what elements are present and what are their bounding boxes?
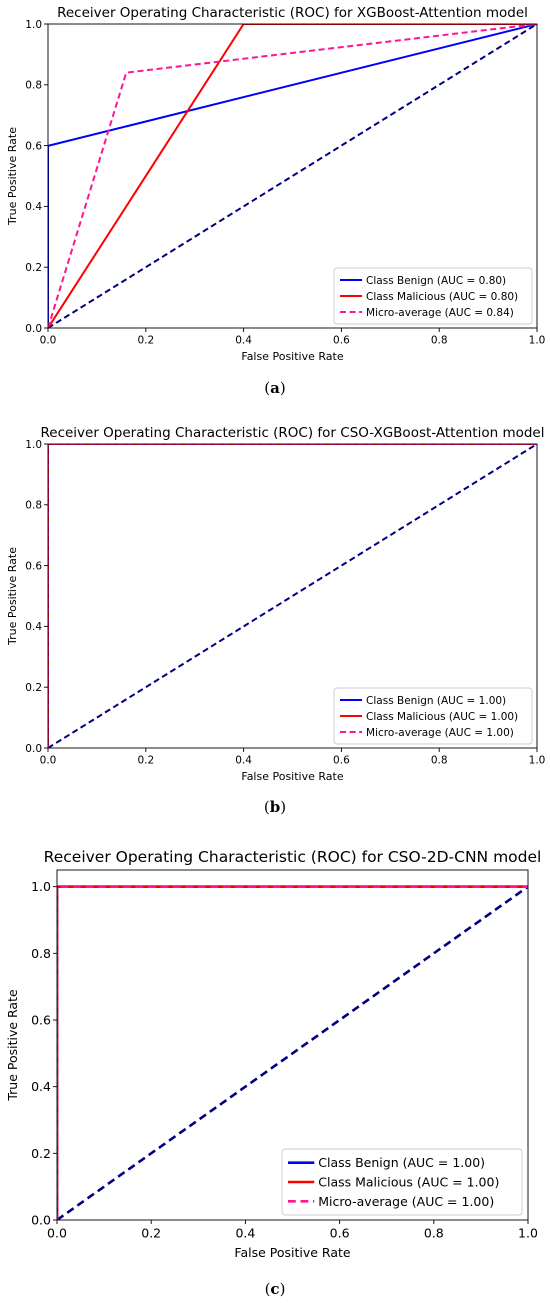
x-axis-label: False Positive Rate	[241, 350, 343, 363]
legend-entry-1: Class Benign (AUC = 1.00)	[318, 1155, 485, 1170]
series-line-1	[48, 24, 537, 328]
x-tick-label: 0.4	[235, 335, 252, 347]
y-tick-label: 0.8	[31, 946, 51, 961]
x-tick-label: 1.0	[529, 335, 546, 347]
y-tick-label: 0.0	[25, 323, 42, 335]
x-tick-label: 0.4	[235, 755, 252, 767]
x-axis-label: False Positive Rate	[241, 770, 343, 783]
legend-entry-3: Micro-average (AUC = 0.84)	[366, 307, 514, 319]
plot-frame	[47, 443, 538, 749]
y-tick-label: 0.2	[25, 682, 42, 694]
y-tick-label: 0.0	[31, 1213, 51, 1228]
x-tick-label: 0.0	[40, 335, 57, 347]
legend-box	[333, 687, 533, 745]
y-tick-label: 1.0	[31, 879, 51, 894]
y-tick-label: 0.2	[31, 1146, 51, 1161]
figure-caption: (c)	[265, 1280, 286, 1298]
x-tick-label: 0.0	[47, 1226, 67, 1241]
x-tick-label: 0.0	[40, 755, 57, 767]
figure-caption: (b)	[264, 798, 286, 816]
x-tick-label: 0.2	[137, 335, 154, 347]
legend-entry-2: Class Malicious (AUC = 1.00)	[318, 1175, 499, 1190]
y-axis-label: True Positive Rate	[5, 989, 20, 1102]
legend-entry-3: Micro-average (AUC = 1.00)	[366, 727, 514, 739]
y-tick-label: 0.4	[25, 201, 42, 213]
legend-entry-2: Class Malicious (AUC = 1.00)	[366, 711, 518, 723]
legend-entry-2: Class Malicious (AUC = 0.80)	[366, 291, 518, 303]
x-tick-label: 0.4	[235, 1226, 255, 1241]
y-axis-label: True Positive Rate	[6, 127, 19, 226]
legend-entry-1: Class Benign (AUC = 0.80)	[366, 275, 506, 287]
legend: Class Benign (AUC = 0.80) Class Malicious…	[333, 267, 533, 325]
x-tick-label: 0.2	[137, 755, 154, 767]
y-tick-label: 0.4	[25, 621, 42, 633]
chart-title: Receiver Operating Characteristic (ROC) …	[57, 5, 528, 21]
legend-box	[333, 267, 533, 325]
x-tick-label: 0.8	[431, 335, 448, 347]
x-tick-label: 1.0	[518, 1226, 538, 1241]
x-tick-label: 0.2	[141, 1226, 161, 1241]
y-tick-label: 0.8	[25, 80, 42, 92]
x-axis-label: False Positive Rate	[234, 1245, 350, 1260]
x-tick-label: 0.6	[330, 1226, 350, 1241]
y-tick-label: 0.0	[25, 743, 42, 755]
series-line-2	[57, 885, 528, 1220]
y-tick-label: 0.6	[25, 140, 42, 152]
x-tick-label: 0.6	[333, 755, 350, 767]
series-line-3	[48, 24, 537, 328]
legend-entry-1: Class Benign (AUC = 1.00)	[366, 695, 506, 707]
caption-letter: a	[270, 379, 280, 397]
y-axis-label: True Positive Rate	[6, 547, 19, 646]
series-line-2	[48, 24, 537, 328]
plot-frame	[56, 869, 529, 1221]
roc-chart-1: Receiver Operating Characteristic (ROC) …	[6, 5, 545, 397]
y-tick-label: 0.4	[31, 1079, 51, 1094]
x-tick-label: 0.8	[431, 755, 448, 767]
y-tick-label: 0.6	[31, 1013, 51, 1028]
legend-entry-3: Micro-average (AUC = 1.00)	[318, 1194, 494, 1209]
legend-box	[281, 1148, 523, 1216]
chart-title: Receiver Operating Characteristic (ROC) …	[44, 848, 542, 866]
y-tick-label: 0.6	[25, 560, 42, 572]
chance-line	[57, 885, 528, 1220]
figure-caption: (a)	[264, 379, 285, 397]
x-tick-label: 1.0	[529, 755, 546, 767]
y-tick-label: 0.2	[25, 262, 42, 274]
legend: Class Benign (AUC = 1.00) Class Malicious…	[281, 1148, 523, 1216]
y-tick-label: 1.0	[25, 439, 42, 451]
roc-chart-3: Receiver Operating Characteristic (ROC) …	[5, 848, 541, 1298]
y-tick-label: 0.8	[25, 500, 42, 512]
legend: Class Benign (AUC = 1.00) Class Malicious…	[333, 687, 533, 745]
plot-area	[48, 24, 537, 328]
chart-title: Receiver Operating Characteristic (ROC) …	[40, 425, 544, 441]
x-tick-label: 0.6	[333, 335, 350, 347]
plot-frame	[47, 23, 538, 329]
x-tick-label: 0.8	[424, 1226, 444, 1241]
y-tick-label: 1.0	[25, 19, 42, 31]
caption-letter: c	[270, 1280, 279, 1298]
roc-chart-2: Receiver Operating Characteristic (ROC) …	[6, 425, 545, 816]
plot-area	[57, 885, 528, 1220]
caption-letter: b	[270, 798, 281, 816]
